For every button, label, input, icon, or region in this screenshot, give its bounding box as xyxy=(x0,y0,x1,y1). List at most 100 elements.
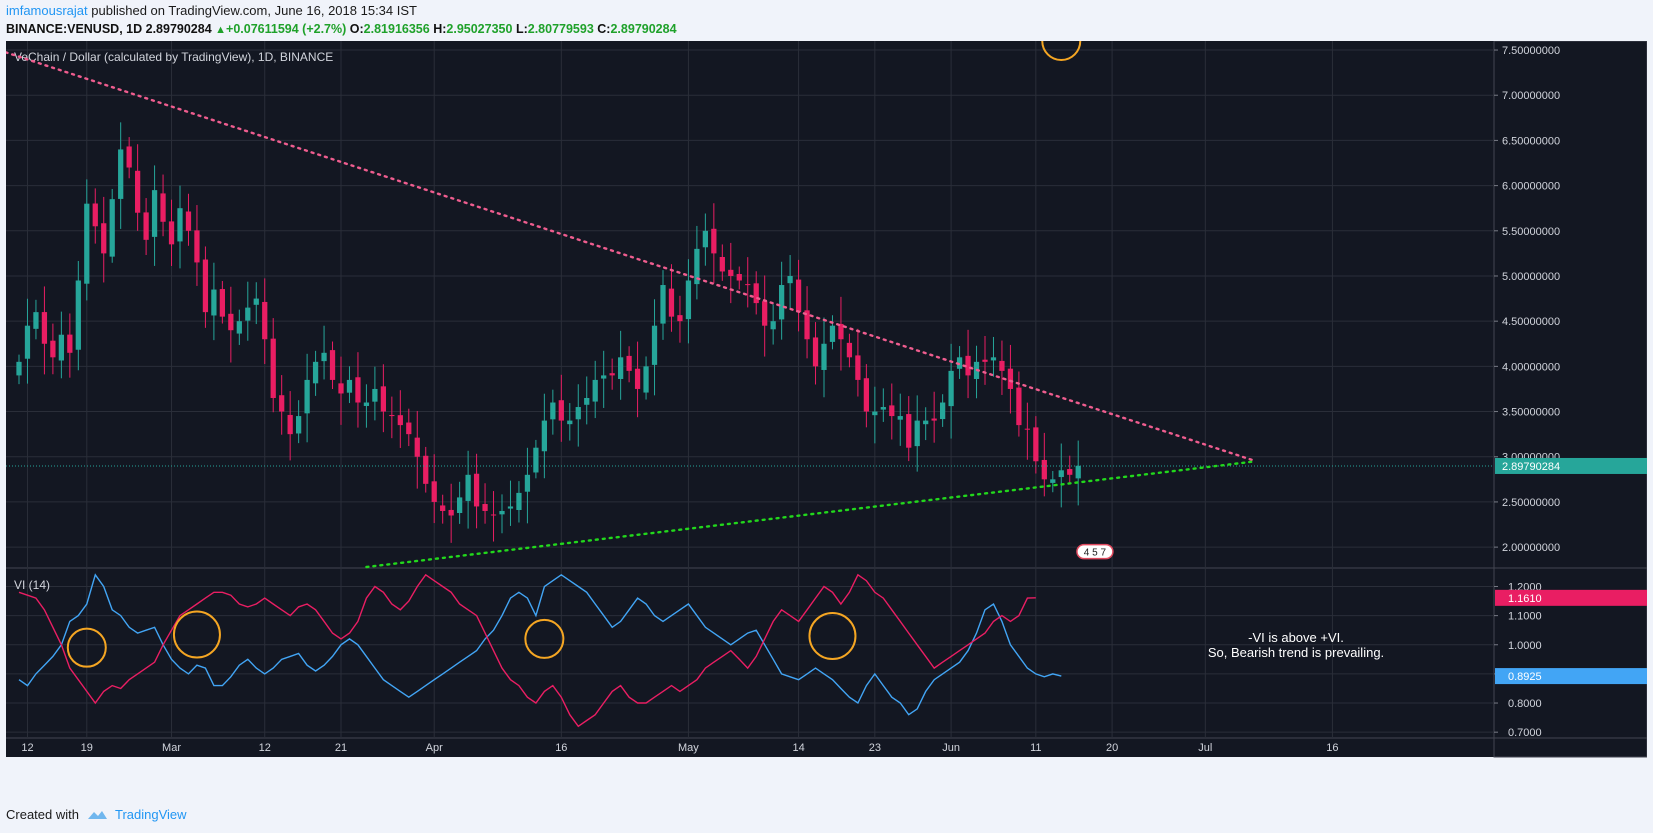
candle-body xyxy=(1041,459,1047,480)
candle-body xyxy=(736,274,742,281)
candle-body xyxy=(211,289,217,316)
candle-body xyxy=(541,420,547,452)
candle-body xyxy=(177,208,183,242)
candle-body xyxy=(702,230,708,248)
time-tick-label: 19 xyxy=(81,742,93,754)
candle-body xyxy=(897,416,903,420)
vi-tick-label: 1.1000 xyxy=(1508,611,1542,623)
candle-body xyxy=(1033,427,1039,462)
candle-body xyxy=(762,301,768,326)
candle-body xyxy=(592,379,598,402)
crossover-circle xyxy=(524,618,565,659)
candle-body xyxy=(651,325,658,365)
candle-body xyxy=(1007,368,1014,389)
time-tick-label: Apr xyxy=(426,742,443,754)
tradingview-cloud-icon xyxy=(87,810,107,819)
candle-body xyxy=(601,375,607,379)
candle-body xyxy=(346,379,353,393)
candle-body xyxy=(279,395,285,412)
candle-body xyxy=(253,298,259,305)
candle-body xyxy=(143,212,149,240)
chart-background xyxy=(6,41,1647,757)
price-tick-label: 2.50000000 xyxy=(1502,497,1560,509)
vi-annotation-line: So, Bearish trend is prevailing. xyxy=(1208,645,1384,660)
time-tick-label: 11 xyxy=(1030,742,1041,754)
change-up-icon: ▲ xyxy=(215,24,227,36)
candle-body xyxy=(448,509,454,516)
candle-body xyxy=(609,373,615,376)
candle-body xyxy=(694,248,700,285)
candle-body xyxy=(575,407,581,420)
candle-body xyxy=(626,355,632,371)
time-tick-label: May xyxy=(678,742,699,754)
candle-body xyxy=(643,366,649,393)
price-tick-label: 3.50000000 xyxy=(1502,407,1560,419)
symbol: BINANCE:VENUSD, 1D xyxy=(6,22,143,36)
vi-minus-last-label: 1.1610 xyxy=(1508,593,1542,605)
time-tick-label: 16 xyxy=(1326,742,1338,754)
candle-body xyxy=(363,402,370,406)
candle-body xyxy=(558,400,564,421)
descending-trendline xyxy=(6,51,1258,463)
candle-body xyxy=(160,193,166,222)
price-tick-label: 5.00000000 xyxy=(1502,271,1560,283)
candle-body xyxy=(719,256,725,272)
candle-body xyxy=(1050,479,1056,483)
candle-body xyxy=(296,416,302,434)
candle-body xyxy=(287,414,293,435)
low-label: L: xyxy=(515,22,528,36)
author-link[interactable]: imfamousrajat xyxy=(6,3,88,18)
candle-body xyxy=(312,361,319,384)
created-with-text: Created with xyxy=(6,807,79,822)
candle-body xyxy=(524,474,531,492)
candle-body xyxy=(711,228,717,254)
price-tick-label: 6.50000000 xyxy=(1502,135,1560,147)
open-value: 2.81916356 xyxy=(363,22,430,36)
candle-body xyxy=(999,360,1005,371)
candle-body xyxy=(304,379,310,414)
footer: Created with TradingView xyxy=(6,807,187,822)
time-tick-label: Mar xyxy=(162,742,181,754)
price-change: +0.07611594 (+2.7%) xyxy=(226,22,347,36)
candle-body xyxy=(151,190,158,237)
publish-info: imfamousrajat published on TradingView.c… xyxy=(6,3,417,18)
candle-body xyxy=(1058,470,1064,478)
candle-body xyxy=(982,359,988,362)
candle-body xyxy=(135,170,141,213)
time-tick-label: 20 xyxy=(1106,742,1118,754)
candle-body xyxy=(41,312,48,344)
vi-minus-line xyxy=(18,573,1036,728)
event-badge xyxy=(1076,543,1114,560)
published-text: published on TradingView.com, June 16, 2… xyxy=(91,3,417,18)
close-label: C: xyxy=(597,22,611,36)
price-tick-label: 5.50000000 xyxy=(1502,226,1560,238)
candle-body xyxy=(101,223,107,254)
price-tick-label: 4.00000000 xyxy=(1502,361,1560,373)
time-tick-label: 12 xyxy=(259,742,271,754)
candle-body xyxy=(118,149,124,199)
crossover-circle xyxy=(66,627,107,668)
tradingview-link[interactable]: TradingView xyxy=(114,807,187,822)
candle-body xyxy=(990,357,997,361)
candle-body xyxy=(550,402,556,420)
candle-body xyxy=(75,280,81,350)
candle-body xyxy=(126,146,132,168)
candle-body xyxy=(58,334,64,361)
candle-body xyxy=(965,355,971,376)
candle-body xyxy=(228,313,234,331)
low-value: 2.80779593 xyxy=(527,22,594,36)
time-tick-label: 21 xyxy=(335,742,347,754)
candle-body xyxy=(889,405,895,417)
candle-body xyxy=(787,275,793,284)
crossover-circle xyxy=(1041,41,1082,61)
candle-body xyxy=(329,350,336,380)
candle-body xyxy=(355,377,361,403)
candle-body xyxy=(1024,428,1030,430)
price-axis xyxy=(1493,41,1647,758)
vi-tick-label: 0.8000 xyxy=(1508,698,1542,710)
candle-body xyxy=(482,504,488,511)
candle-body xyxy=(490,514,497,516)
candle-body xyxy=(914,420,920,447)
chart-canvas[interactable]: 12 19 Mar 12 21 Apr 16 May 14 23 Jun 11 20 Jul 16 7.500… xyxy=(6,41,1647,798)
candle-body xyxy=(872,411,878,416)
